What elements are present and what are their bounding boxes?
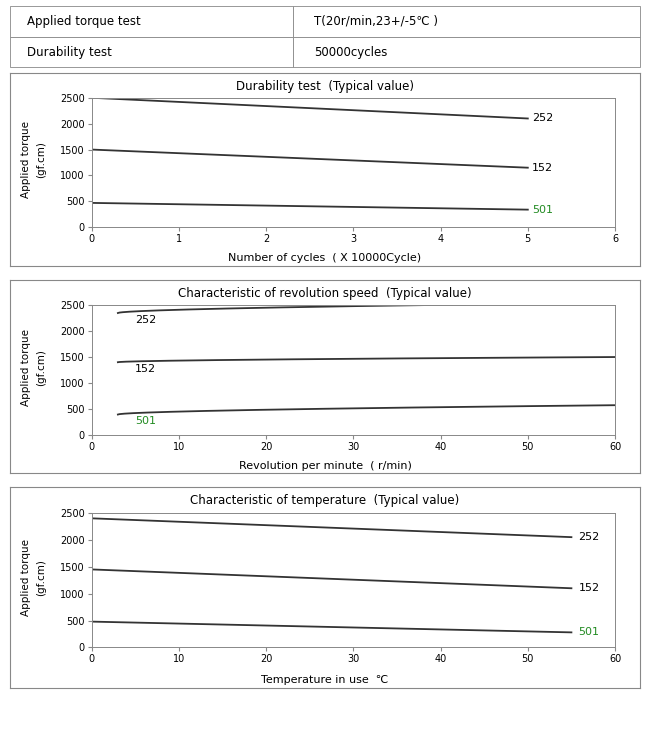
Text: (gf.cm): (gf.cm) (36, 348, 46, 386)
Text: 501: 501 (532, 204, 553, 215)
Text: 252: 252 (578, 532, 600, 542)
Text: Characteristic of revolution speed  (Typical value): Characteristic of revolution speed (Typi… (178, 287, 472, 300)
Text: Durability test  (Typical value): Durability test (Typical value) (236, 79, 414, 93)
Text: (gf.cm): (gf.cm) (36, 559, 46, 595)
Text: 152: 152 (532, 163, 553, 173)
Text: 152: 152 (135, 364, 157, 374)
Text: Revolution per minute  ( r/min): Revolution per minute ( r/min) (239, 461, 411, 470)
Text: Applied torque: Applied torque (21, 121, 31, 198)
Text: Applied torque: Applied torque (21, 329, 31, 406)
Text: 252: 252 (532, 114, 553, 124)
Text: 152: 152 (578, 583, 599, 593)
Text: 501: 501 (578, 628, 599, 637)
Text: Applied torque: Applied torque (21, 539, 31, 616)
Text: 501: 501 (135, 416, 156, 426)
Text: Temperature in use  ℃: Temperature in use ℃ (261, 675, 389, 685)
Text: Characteristic of temperature  (Typical value): Characteristic of temperature (Typical v… (190, 494, 460, 507)
Text: Number of cycles  ( X 10000Cycle): Number of cycles ( X 10000Cycle) (228, 253, 422, 263)
Text: (gf.cm): (gf.cm) (36, 141, 46, 178)
Text: 252: 252 (135, 315, 157, 325)
